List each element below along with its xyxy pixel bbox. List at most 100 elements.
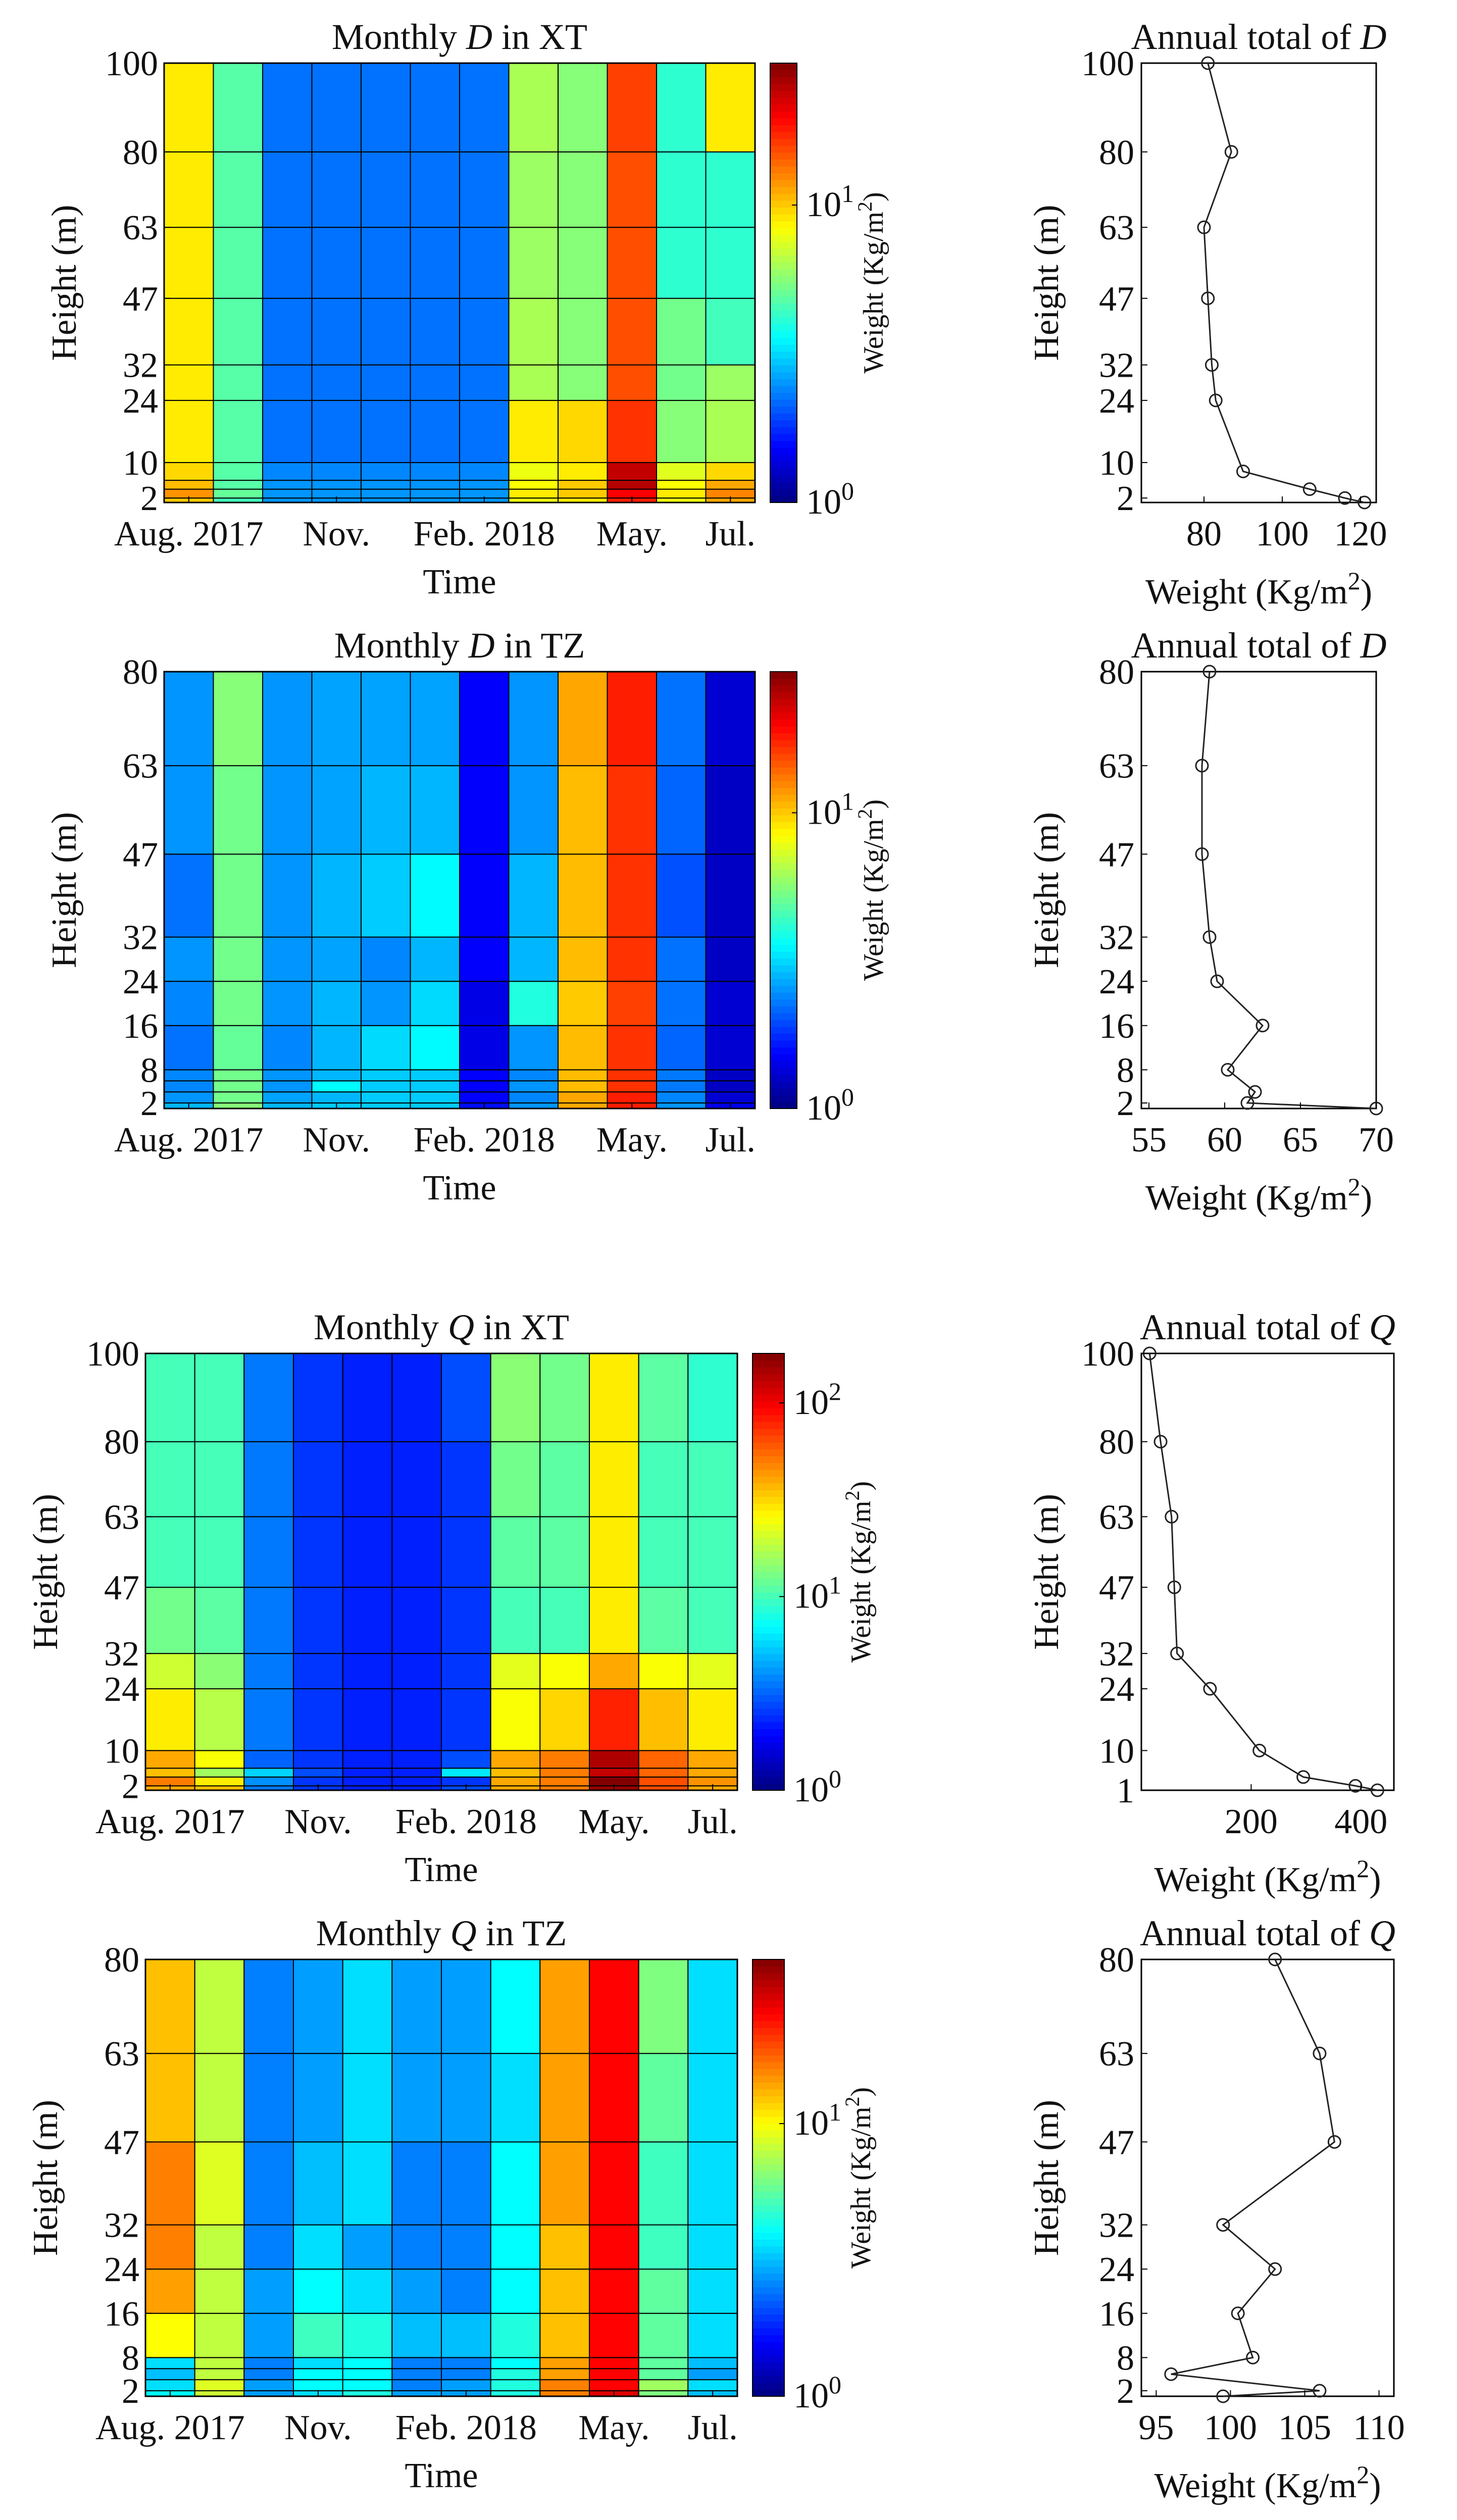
heatmap-cell: [410, 1091, 460, 1104]
heatmap-cell: [558, 63, 608, 153]
colorbar-segment: [752, 1476, 784, 1484]
heatmap-cell: [262, 488, 313, 499]
heatmap-cell: [391, 1441, 442, 1518]
x-tick-label: Feb. 2018: [414, 515, 555, 553]
heatmap-cell: [243, 2390, 294, 2397]
y-axis-label: Height (m): [26, 1494, 65, 1650]
heatmap-cell: [607, 936, 657, 982]
colorbar-segment: [770, 358, 797, 366]
x-axis-label: Weight (Kg/m2): [1145, 1173, 1372, 1218]
profile-marker: [1224, 145, 1238, 159]
colorbar-segment: [770, 131, 797, 139]
heatmap-cell: [361, 480, 411, 490]
colorbar-segment: [752, 2048, 784, 2055]
heatmap-cell: [213, 1102, 263, 1109]
x-tick-label: May.: [596, 1121, 668, 1160]
colorbar-segment: [752, 1353, 784, 1361]
colorbar-segment: [770, 1020, 797, 1027]
colorbar-segment: [752, 2116, 784, 2124]
x-axis-label: Time: [423, 563, 496, 601]
colorbar-segment: [752, 1783, 784, 1791]
y-axis-label: Height (m): [1027, 812, 1066, 968]
colorbar-segment: [770, 692, 797, 699]
heatmap-cell: [508, 364, 559, 401]
heatmap-cell: [342, 2224, 393, 2270]
colorbar-segment: [752, 2273, 784, 2281]
heatmap-cell: [311, 151, 362, 228]
colorbar-segment: [770, 379, 797, 386]
heatmap-cell: [243, 1587, 294, 1654]
heatmap-cell: [391, 1587, 442, 1654]
heatmap-cell: [508, 1091, 559, 1104]
heatmap-cell: [391, 1750, 442, 1769]
colorbar-segment: [770, 228, 797, 235]
heatmap-cell: [361, 1069, 411, 1082]
heatmap-cell: [490, 2312, 541, 2358]
y-tick-label: 8: [122, 2339, 139, 2378]
y-tick-label: 32: [1099, 346, 1134, 385]
y-tick-label: 100: [1081, 44, 1134, 83]
profile-annual-q-tz: 28 16 24 32 47 63 80 95 100 105 110 Weight (Kg/m2) H…: [1027, 1913, 1405, 2505]
heatmap-cell: [589, 1688, 639, 1751]
colorbar-segment: [770, 234, 797, 242]
y-tick-label: 63: [123, 209, 158, 247]
heatmap-cell: [164, 1069, 214, 1082]
colorbar-segment: [752, 2061, 784, 2069]
heatmap-cell: [311, 462, 362, 481]
heatmap-cell: [687, 1959, 738, 2054]
heatmap-cell: [262, 480, 313, 490]
colorbar-segment: [770, 726, 797, 734]
heatmap-cell: [687, 1516, 738, 1588]
heatmap-cell: [194, 2224, 245, 2270]
heatmap-cell: [213, 1025, 263, 1071]
colorbar-segment: [752, 1428, 784, 1436]
heatmap-cell: [705, 1069, 756, 1082]
colorbar-segment: [770, 283, 797, 290]
colorbar-tick-label: 100: [793, 2371, 841, 2415]
heatmap-cell: [441, 1768, 491, 1778]
y-tick-label: 2: [140, 479, 158, 518]
heatmap-cell: [539, 2379, 590, 2392]
heatmap-cell: [558, 1069, 608, 1082]
heatmap-cell: [705, 765, 756, 855]
heatmap-cell: [194, 2269, 245, 2314]
heatmap-cell: [656, 671, 707, 767]
colorbar-segment: [752, 1633, 784, 1641]
heatmap-cell: [262, 1025, 313, 1071]
profile-marker: [1202, 665, 1217, 679]
y-tick-label: 47: [104, 2123, 139, 2162]
heatmap-cell: [213, 1080, 263, 1093]
profile-marker: [1268, 2262, 1282, 2276]
heatmap-monthly-q-tz: 28 16 24 32 47 63 80 Aug. 2017 Nov. Feb. 2018 May.…: [26, 1913, 877, 2495]
heatmap-cell: [342, 2357, 393, 2370]
heatmap-cell: [459, 1080, 510, 1093]
heatmap-cell: [293, 2053, 343, 2143]
colorbar-frame: [752, 1353, 785, 1791]
colorbar-segment: [770, 454, 797, 462]
x-tick-label: Nov.: [284, 2408, 352, 2447]
heatmap-cell: [441, 1516, 491, 1588]
heatmap-cell: [459, 1025, 510, 1071]
y-tick-label: 80: [1099, 133, 1134, 172]
heatmap-cell: [656, 151, 707, 228]
heatmap-cell: [243, 2269, 294, 2314]
colorbar-segment: [770, 475, 797, 482]
x-tick-label: Jul.: [688, 1802, 738, 1841]
heatmap-cell: [391, 1959, 442, 2054]
heatmap-cell: [262, 1091, 313, 1104]
colorbar-segment: [770, 70, 797, 77]
heatmap-cell: [145, 1750, 195, 1769]
heatmap-cell: [490, 2269, 541, 2314]
heatmap-cell: [589, 1750, 639, 1769]
heatmap-cell: [293, 1959, 343, 2054]
profile-marker: [1195, 847, 1209, 861]
colorbar-segment: [770, 719, 797, 727]
heatmap-cell: [410, 63, 460, 153]
heatmap-cell: [441, 2379, 491, 2392]
colorbar-segment: [770, 447, 797, 455]
heatmap-cell: [656, 981, 707, 1026]
colorbar-segment: [752, 2150, 784, 2158]
profile-marker: [1296, 1770, 1311, 1784]
heatmap-cell: [687, 1653, 738, 1690]
